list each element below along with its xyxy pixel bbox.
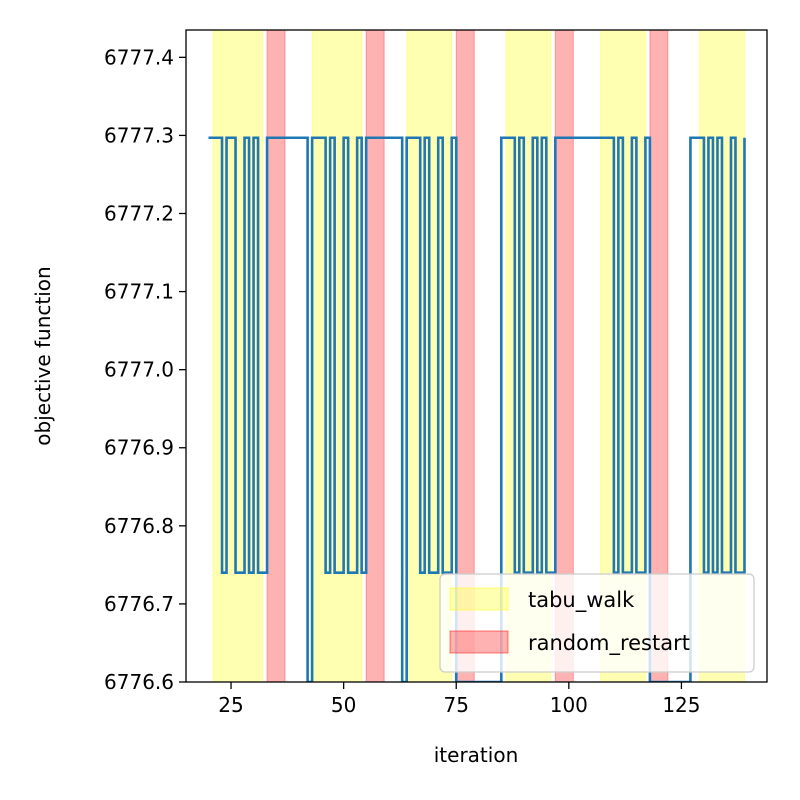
x-axis: 25 50 75 100 125 — [218, 682, 701, 717]
y-tick-label: 6777.0 — [104, 358, 174, 382]
legend-label-random-restart: random_restart — [528, 631, 690, 656]
y-axis: 6776.6 6776.7 6776.8 6776.9 6777.0 6777.1 6777… — [104, 45, 186, 694]
y-tick-label: 6776.6 — [104, 670, 174, 694]
x-axis-label: iteration — [434, 743, 519, 767]
series-line-0 — [208, 136, 746, 682]
y-tick-label: 6777.3 — [104, 123, 174, 147]
x-tick-label: 75 — [444, 693, 469, 717]
tabu-walk-span-1 — [311, 30, 363, 682]
x-tick-label: 25 — [218, 693, 243, 717]
legend-box — [439, 573, 755, 673]
legend-swatch-tabu-walk — [449, 587, 509, 611]
series-layer — [208, 136, 746, 682]
tabu-walk-span-0 — [212, 30, 264, 682]
random-restart-span-0 — [266, 30, 286, 682]
y-axis-label: objective function — [31, 266, 55, 445]
legend: tabu_walk random_restart — [439, 573, 755, 673]
y-tick-label: 6776.9 — [104, 436, 174, 460]
plot-frame — [185, 29, 768, 683]
legend-label-tabu-walk: tabu_walk — [528, 588, 635, 613]
y-tick-label: 6777.1 — [104, 280, 174, 304]
random-restart-span-1 — [365, 30, 385, 682]
y-tick-label: 6777.4 — [104, 45, 174, 69]
y-tick-label: 6777.2 — [104, 201, 174, 225]
y-tick-label: 6776.7 — [104, 592, 174, 616]
y-tick-label: 6776.8 — [104, 514, 174, 538]
x-tick-label: 50 — [331, 693, 356, 717]
legend-swatch-random-restart — [449, 630, 509, 654]
x-tick-label: 125 — [662, 693, 700, 717]
x-tick-label: 100 — [550, 693, 588, 717]
